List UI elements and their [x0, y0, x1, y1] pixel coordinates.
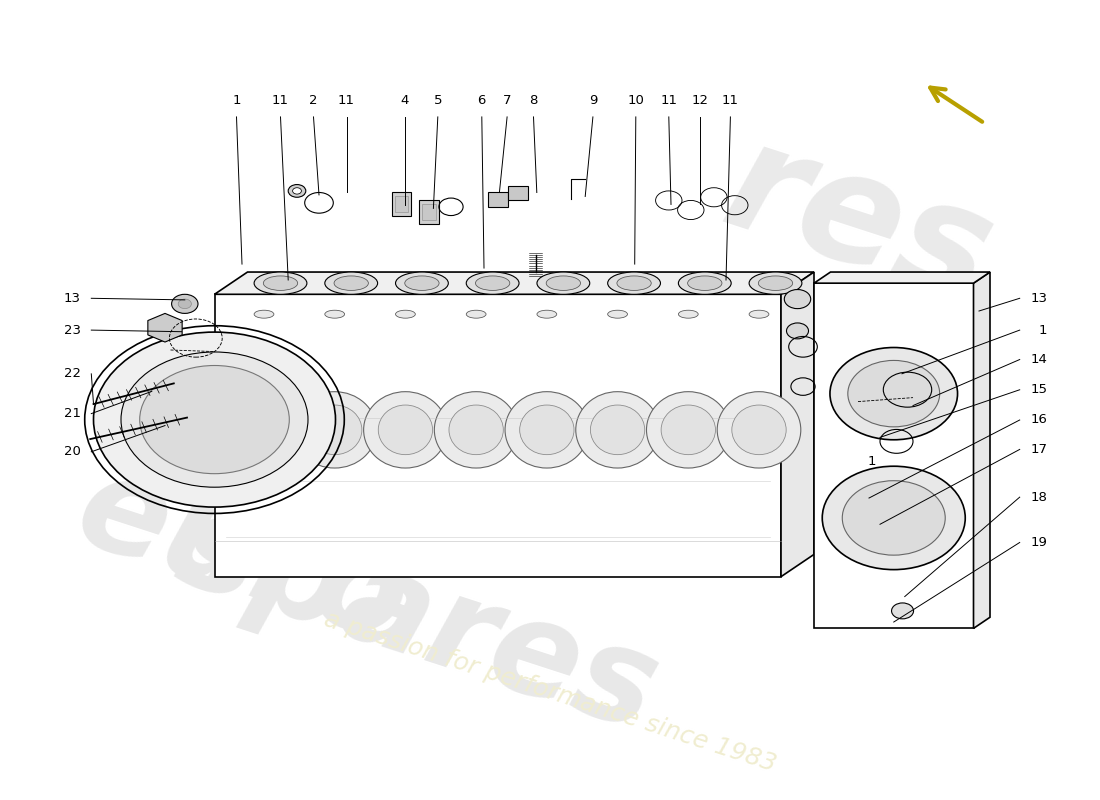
Text: 13: 13 — [1031, 292, 1047, 305]
Circle shape — [891, 603, 913, 619]
Circle shape — [288, 185, 306, 198]
Ellipse shape — [537, 272, 590, 294]
Circle shape — [94, 332, 336, 507]
Circle shape — [121, 352, 308, 487]
Ellipse shape — [607, 310, 627, 318]
Text: 1: 1 — [868, 454, 876, 468]
Circle shape — [843, 481, 945, 555]
Ellipse shape — [378, 405, 432, 454]
Text: 12: 12 — [691, 94, 708, 107]
Text: 8: 8 — [529, 94, 538, 107]
Text: spares: spares — [163, 483, 673, 758]
Ellipse shape — [466, 310, 486, 318]
Circle shape — [172, 294, 198, 314]
Circle shape — [823, 466, 966, 570]
Ellipse shape — [263, 276, 298, 290]
Ellipse shape — [758, 276, 793, 290]
Text: 11: 11 — [272, 94, 289, 107]
FancyBboxPatch shape — [422, 204, 436, 219]
Polygon shape — [781, 272, 814, 577]
Text: 19: 19 — [1031, 536, 1047, 549]
Ellipse shape — [607, 272, 660, 294]
Text: 14: 14 — [1031, 353, 1047, 366]
Text: 13: 13 — [64, 292, 80, 305]
Text: euro: euro — [62, 444, 422, 670]
Circle shape — [786, 323, 808, 339]
Ellipse shape — [679, 310, 699, 318]
Text: res: res — [706, 110, 1010, 335]
Text: a passion for performance since 1983: a passion for performance since 1983 — [321, 607, 779, 777]
Ellipse shape — [575, 392, 659, 468]
Ellipse shape — [505, 392, 588, 468]
Text: 1: 1 — [232, 94, 241, 107]
Ellipse shape — [364, 392, 448, 468]
Text: 17: 17 — [1031, 443, 1047, 456]
Ellipse shape — [519, 405, 574, 454]
Ellipse shape — [617, 276, 651, 290]
Text: 23: 23 — [64, 324, 80, 337]
Text: 20: 20 — [64, 446, 80, 458]
Ellipse shape — [396, 310, 416, 318]
Text: 4: 4 — [400, 94, 409, 107]
Ellipse shape — [732, 405, 786, 454]
FancyBboxPatch shape — [214, 294, 781, 577]
Circle shape — [829, 347, 957, 440]
Ellipse shape — [449, 405, 504, 454]
Ellipse shape — [293, 392, 376, 468]
Ellipse shape — [537, 310, 557, 318]
Text: 5: 5 — [433, 94, 442, 107]
Text: 1: 1 — [1038, 324, 1047, 337]
FancyBboxPatch shape — [814, 283, 974, 628]
Ellipse shape — [466, 272, 519, 294]
Text: 11: 11 — [660, 94, 678, 107]
FancyBboxPatch shape — [419, 200, 439, 223]
Circle shape — [293, 188, 301, 194]
Ellipse shape — [475, 276, 509, 290]
Text: 9: 9 — [588, 94, 597, 107]
Polygon shape — [974, 272, 990, 628]
Text: 18: 18 — [1031, 490, 1047, 504]
Ellipse shape — [324, 272, 377, 294]
Ellipse shape — [254, 310, 274, 318]
Text: 16: 16 — [1031, 414, 1047, 426]
Circle shape — [178, 299, 191, 309]
Circle shape — [848, 361, 939, 427]
FancyBboxPatch shape — [392, 192, 411, 215]
Ellipse shape — [308, 405, 362, 454]
FancyBboxPatch shape — [508, 186, 528, 201]
Ellipse shape — [717, 392, 801, 468]
Polygon shape — [814, 272, 990, 283]
Ellipse shape — [688, 276, 722, 290]
Text: 2: 2 — [309, 94, 318, 107]
Polygon shape — [147, 314, 183, 342]
Ellipse shape — [236, 405, 292, 454]
Ellipse shape — [405, 276, 439, 290]
Ellipse shape — [547, 276, 581, 290]
Text: 22: 22 — [64, 367, 80, 380]
Text: 11: 11 — [722, 94, 739, 107]
Ellipse shape — [324, 310, 344, 318]
Ellipse shape — [647, 392, 730, 468]
Text: 15: 15 — [1031, 383, 1047, 396]
Ellipse shape — [254, 272, 307, 294]
Ellipse shape — [679, 272, 732, 294]
Text: 7: 7 — [503, 94, 512, 107]
Text: 11: 11 — [338, 94, 355, 107]
Polygon shape — [214, 272, 814, 294]
Circle shape — [140, 366, 289, 474]
Ellipse shape — [434, 392, 518, 468]
Ellipse shape — [749, 272, 802, 294]
Ellipse shape — [222, 392, 306, 468]
Text: 21: 21 — [64, 407, 80, 420]
Ellipse shape — [334, 276, 368, 290]
Ellipse shape — [749, 310, 769, 318]
Ellipse shape — [396, 272, 449, 294]
Text: 10: 10 — [627, 94, 645, 107]
Circle shape — [784, 290, 811, 309]
Text: 6: 6 — [477, 94, 486, 107]
Ellipse shape — [661, 405, 715, 454]
Ellipse shape — [591, 405, 645, 454]
FancyBboxPatch shape — [395, 196, 408, 211]
FancyBboxPatch shape — [488, 193, 508, 207]
